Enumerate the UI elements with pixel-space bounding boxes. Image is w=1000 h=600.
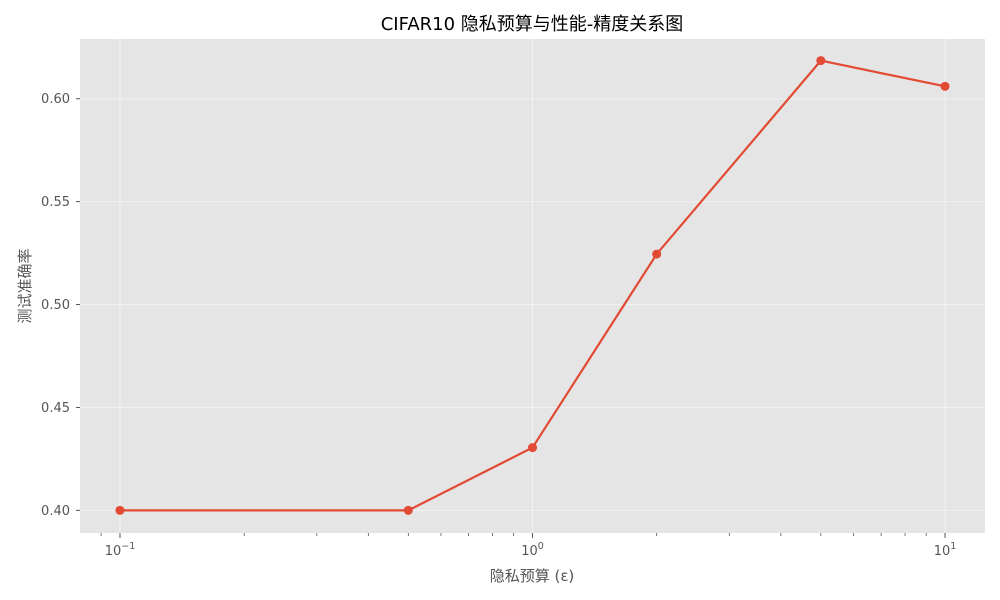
y-tick-label: 0.60 <box>41 92 70 107</box>
data-point <box>940 81 950 91</box>
data-point <box>816 56 826 66</box>
y-axis-label: 测试准确率 <box>16 248 34 323</box>
data-point <box>652 249 662 259</box>
data-series <box>115 56 950 515</box>
x-axis-label: 隐私预算 (ε) <box>490 567 575 585</box>
data-point <box>115 505 125 515</box>
y-tick-label: 0.50 <box>41 298 70 313</box>
series-line <box>119 59 946 512</box>
chart-title: CIFAR10 隐私预算与性能-精度关系图 <box>381 14 684 35</box>
data-point <box>403 505 413 515</box>
x-tick-label: 101 <box>934 541 957 559</box>
y-tick-label: 0.55 <box>41 195 70 210</box>
y-tick-label: 0.45 <box>41 401 70 416</box>
data-point <box>528 443 537 453</box>
x-tick-label: 10−1 <box>105 541 136 559</box>
axis-ticks: 0.40 0.45 0.50 0.55 0.60 10−1 100 101 <box>41 92 956 559</box>
y-tick-label: 0.40 <box>41 504 70 519</box>
x-tick-label: 100 <box>521 541 544 559</box>
